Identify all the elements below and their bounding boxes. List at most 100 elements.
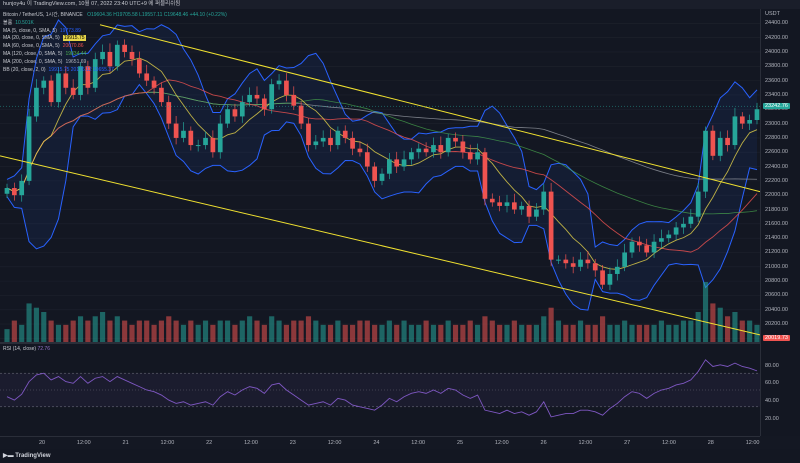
volume-bar [320, 324, 326, 342]
volume-bar [717, 307, 723, 342]
rsi-label[interactable]: RSI (14, close) [3, 346, 37, 352]
volume-bar [430, 324, 437, 342]
volume-bar [680, 320, 687, 342]
candle-body [732, 116, 738, 146]
volume-bar [33, 307, 39, 342]
volume-bar [585, 324, 591, 342]
rsi-tick: 40.00 [765, 397, 779, 404]
candle-body [475, 152, 480, 160]
time-tick: 28 [707, 440, 714, 446]
volume-bar [55, 324, 62, 342]
volume-bar [48, 320, 54, 342]
candle-body [688, 216, 694, 224]
volume-bar [725, 316, 731, 342]
volume-bar [401, 320, 407, 342]
candle-body [328, 137, 333, 146]
candle-body [144, 73, 150, 81]
rsi-line [6, 359, 758, 418]
volume-bar [342, 324, 348, 342]
legend-row[interactable]: BB (20, close, 2, 0) 19915.75 20176.12 19… [3, 67, 229, 75]
footer: ▶▬ TradingView [0, 449, 800, 463]
time-tick: 12:00 [160, 440, 175, 446]
volume-bar [394, 324, 400, 342]
candle-body [56, 73, 61, 103]
main-chart-pane[interactable] [0, 9, 760, 342]
candle-body [284, 80, 289, 95]
volume-bar [114, 316, 120, 342]
volume-bar [357, 320, 363, 342]
candle-body [637, 241, 642, 246]
rsi-chart[interactable] [0, 344, 760, 436]
candle-body [438, 145, 444, 153]
legend-row[interactable]: MA (5, close, 0, SMA, 5) 19773.89 [3, 28, 229, 36]
candle-body [423, 148, 429, 153]
legend-label: 볼륨 [3, 19, 13, 26]
rsi-pane[interactable] [0, 344, 760, 436]
candle-body [122, 44, 127, 52]
volume-bar [702, 282, 709, 342]
candle-body [703, 130, 708, 192]
volume-bar [710, 303, 716, 342]
candle-body [592, 263, 598, 271]
legend-row[interactable]: 볼륨 10.501K [3, 20, 229, 28]
legend-value: 19915.75 20176.12 19655.37 [48, 66, 114, 73]
volume-bar [63, 324, 69, 342]
legend-value: 10.501K [15, 19, 34, 26]
candle-body [600, 270, 605, 285]
volume-bar [673, 324, 679, 342]
candle-body [188, 130, 194, 146]
volume-bar [519, 324, 525, 342]
legend-row[interactable]: MA (200, close, 0, SMA, 5) 19651.69 [3, 59, 229, 67]
volume-bar [754, 324, 760, 342]
candle-body [291, 94, 297, 106]
time-tick: 26 [540, 440, 547, 446]
price-scale[interactable]: USDT 24400.00 24200.00 24000.00 23800.00 236… [760, 9, 800, 436]
candle-body [350, 137, 355, 149]
candle-body [203, 137, 208, 146]
legend-row[interactable]: MA (60, close, 0, SMA, 5) 20070.86 [3, 43, 229, 51]
candle-body [107, 51, 113, 67]
symbol-name[interactable]: Bitcoin / TetherUS, 1시간, BINANCE [3, 12, 83, 18]
legend-row[interactable]: MA (120, close, 0, SMA, 5) 19834.44 [3, 51, 229, 59]
volume-bar [460, 324, 466, 342]
current-price-label: 23242.76 [763, 103, 790, 110]
price-tick: 20600.00 [765, 292, 788, 299]
price-tick: 23400.00 [765, 91, 788, 98]
legend-row[interactable]: MA (20, close, 0, SMA, 5) 19915.75 [3, 35, 229, 43]
candle-body [489, 198, 495, 203]
volume-bar [438, 324, 444, 342]
volume-bar [467, 320, 473, 342]
candle-body [320, 137, 326, 142]
volume-bar [577, 320, 584, 342]
volume-bar [644, 324, 650, 342]
volume-bar [269, 316, 275, 342]
time-axis[interactable]: 20 12:00 21 12:00 22 12:00 23 12:00 24 12:00 25 12:… [0, 436, 760, 450]
volume-bar [416, 324, 422, 342]
volume-bar [85, 320, 91, 342]
candle-body [232, 109, 238, 117]
candle-body [659, 238, 664, 242]
price-tick: 24200.00 [765, 34, 788, 41]
pane-separator[interactable] [0, 342, 800, 344]
candle-body [26, 116, 32, 181]
price-tick: 20800.00 [765, 278, 788, 285]
price-tick: 23600.00 [765, 77, 788, 84]
price-chart[interactable] [0, 9, 760, 342]
candle-body [460, 141, 466, 153]
price-tick: 21400.00 [765, 235, 788, 242]
candle-body [357, 148, 363, 153]
price-tick: 22400.00 [765, 163, 788, 170]
legend-label: MA (60, close, 0, SMA, 5) [3, 43, 60, 50]
volume-bar [92, 316, 98, 342]
volume-bar [607, 324, 613, 342]
volume-bar [166, 316, 172, 342]
time-tick: 12:00 [244, 440, 258, 446]
price-tick: 20200.00 [765, 321, 788, 328]
candle-body [651, 241, 657, 253]
candle-body [262, 98, 267, 110]
tradingview-logo-icon: ▶▬ [3, 453, 14, 459]
volume-bar [100, 312, 106, 342]
tradingview-logo[interactable]: ▶▬ TradingView [3, 452, 51, 459]
chart-legend: Bitcoin / TetherUS, 1시간, BINANCE O19604.… [3, 12, 229, 74]
price-tick: 24400.00 [765, 20, 788, 27]
